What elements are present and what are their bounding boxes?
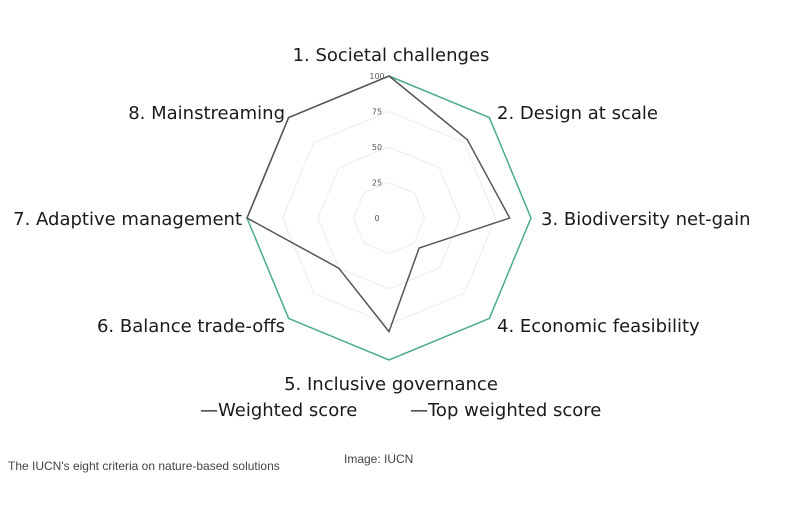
radial-tick-50: 50 — [372, 143, 382, 152]
grid-ring-100 — [246, 75, 532, 361]
category-label-1: 1. Societal challenges — [293, 45, 490, 66]
category-label-8: 8. Mainstreaming — [128, 103, 285, 124]
category-label-6: 6. Balance trade-offs — [97, 316, 285, 337]
legend-item-2: —Top weighted score — [410, 400, 601, 421]
image-credit: Image: IUCN — [344, 452, 414, 466]
radar-grid — [246, 75, 532, 361]
category-labels: 1. Societal challenges 2. Design at scale… — [13, 45, 750, 395]
legend: —Weighted score —Top weighted score — [200, 400, 601, 421]
grid-ring-50 — [317, 146, 461, 290]
radial-tick-25: 25 — [372, 179, 382, 188]
category-label-7: 7. Adaptive management — [13, 209, 242, 230]
series-line-weighted-score — [246, 75, 511, 334]
category-label-5: 5. Inclusive governance — [284, 374, 498, 395]
radial-tick-labels: 0 25 50 75 100 — [369, 72, 384, 223]
category-label-3: 3. Biodiversity net-gain — [541, 209, 751, 230]
radar-series — [246, 75, 532, 361]
category-label-4: 4. Economic feasibility — [497, 316, 700, 337]
grid-ring-25 — [352, 181, 426, 255]
radial-tick-0: 0 — [374, 214, 379, 223]
radial-tick-75: 75 — [372, 108, 382, 117]
radial-tick-100: 100 — [369, 72, 384, 81]
category-label-2: 2. Design at scale — [497, 103, 658, 124]
figure-caption: The IUCN's eight criteria on nature-base… — [8, 459, 280, 473]
grid-ring-75 — [281, 110, 497, 326]
legend-item-1: —Weighted score — [200, 400, 357, 421]
series-line-top-weighted-score — [246, 75, 532, 361]
